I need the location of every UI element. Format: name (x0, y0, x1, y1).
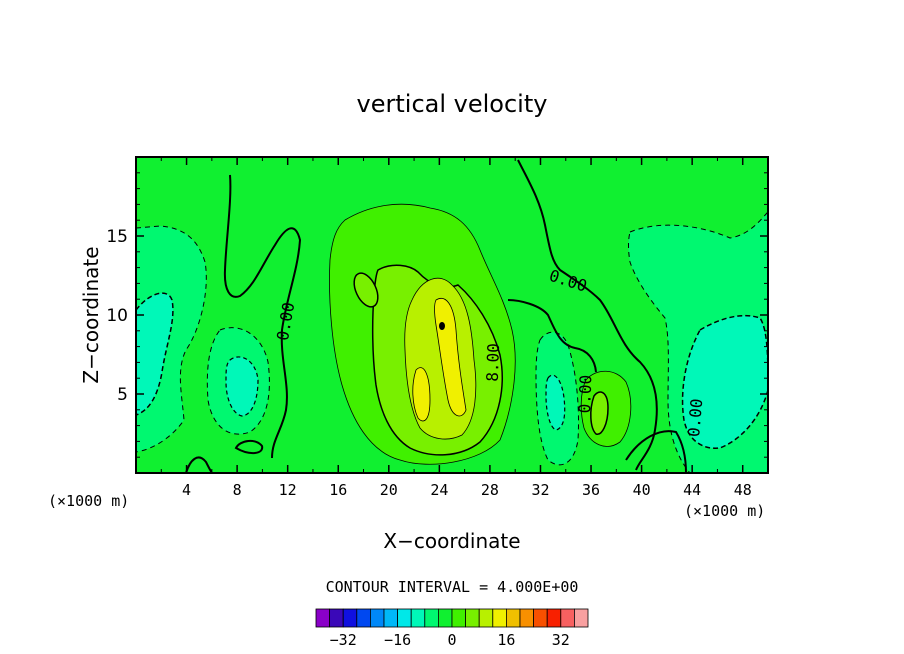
colorbar-swatch-12 (478, 608, 494, 628)
contour-zero-bottom3 (625, 430, 687, 473)
region-neg-left2-core (225, 356, 259, 417)
contour-interval-text: CONTOUR INTERVAL = 4.000E+00 (326, 578, 579, 596)
y-tick-label-1: 10 (106, 306, 128, 326)
x-tick-label-10: 44 (683, 481, 701, 499)
colorbar-swatch-7 (410, 608, 426, 628)
colorbar-tick-label-2: 0 (447, 631, 456, 649)
colorbar-swatch-9 (437, 608, 453, 628)
colorbar-swatch-10 (451, 608, 467, 628)
region-pos-right-core (590, 391, 609, 435)
colorbar: −32 −16 0 16 32 (315, 608, 589, 649)
x-tick-label-2: 12 (279, 481, 297, 499)
colorbar-swatch-4 (369, 608, 385, 628)
region-pos-left-blob (353, 272, 379, 308)
colorbar-swatch-17 (546, 608, 562, 628)
y-axis: 5 10 15 (106, 172, 768, 458)
colorbar-tick-label-1: −16 (384, 631, 411, 649)
x-tick-label-4: 20 (380, 481, 398, 499)
x-tick-label-5: 24 (430, 481, 448, 499)
colorbar-swatch-8 (424, 608, 439, 628)
colorbar-swatch-15 (519, 608, 535, 628)
contour-zero-bottom2 (234, 440, 264, 454)
y-tick-label-0: 5 (117, 385, 128, 405)
y-unit-label: (×1000 m) (48, 492, 129, 510)
contour-zero-right (517, 159, 658, 471)
x-tick-label-1: 8 (233, 481, 242, 499)
contour-field (136, 157, 768, 473)
contour-label-4: 0.00 (684, 398, 706, 438)
region-pos-20 (439, 322, 445, 330)
x-axis: 4 8 12 16 20 24 28 32 36 40 44 48 (160, 157, 752, 499)
colorbar-swatch-13 (492, 608, 507, 628)
colorbar-tick-label-4: 32 (552, 631, 570, 649)
chart-title: vertical velocity (357, 90, 548, 118)
contour-zero-center (507, 299, 597, 373)
x-tick-label-8: 36 (582, 481, 600, 499)
colorbar-tick-label-0: −32 (330, 631, 357, 649)
x-tick-label-3: 16 (329, 481, 347, 499)
colorbar-swatch-18 (560, 608, 575, 628)
colorbar-tick-label-3: 16 (497, 631, 515, 649)
contour-label-2: 0.00 (575, 374, 595, 413)
region-neg-right-core (681, 314, 768, 449)
colorbar-swatch-2 (342, 608, 358, 628)
colorbar-swatch-11 (465, 608, 480, 628)
colorbar-swatch-0 (315, 608, 331, 628)
colorbar-swatch-5 (383, 608, 399, 628)
contour-label-3: 8.00 (483, 343, 503, 382)
colorbar-swatch-1 (329, 608, 344, 628)
colorbar-swatch-19 (574, 608, 589, 628)
region-pos-16-b (412, 367, 431, 422)
colorbar-swatch-6 (397, 608, 412, 628)
x-tick-label-7: 32 (531, 481, 549, 499)
x-axis-label: X−coordinate (383, 529, 520, 553)
contour-zero-left (223, 174, 302, 459)
region-neg-center-core (545, 374, 566, 431)
colorbar-swatch-3 (356, 608, 371, 628)
region-neg-left-core (136, 292, 174, 416)
x-unit-label: (×1000 m) (684, 502, 765, 520)
y-tick-label-2: 15 (106, 227, 128, 247)
colorbar-swatch-14 (505, 608, 521, 628)
x-tick-label-11: 48 (734, 481, 752, 499)
x-tick-label-0: 4 (182, 481, 191, 499)
x-tick-label-6: 28 (481, 481, 499, 499)
y-axis-label: Z−coordinate (79, 246, 103, 383)
colorbar-swatch-16 (533, 608, 548, 628)
x-tick-label-9: 40 (633, 481, 651, 499)
